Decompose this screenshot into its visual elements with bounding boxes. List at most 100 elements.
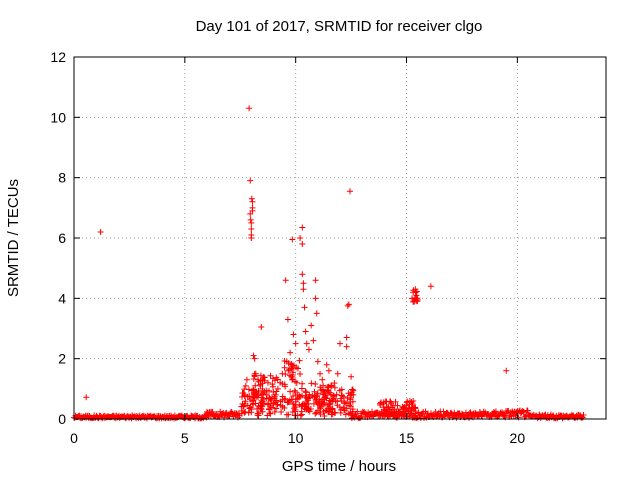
data-point bbox=[254, 376, 261, 383]
data-point bbox=[348, 373, 355, 380]
data-point bbox=[209, 408, 216, 415]
data-point bbox=[259, 398, 266, 405]
data-point bbox=[263, 391, 270, 398]
data-point bbox=[308, 380, 315, 387]
data-point bbox=[410, 289, 417, 296]
y-tick-label: 2 bbox=[58, 351, 66, 367]
data-point bbox=[252, 388, 259, 395]
data-point bbox=[403, 399, 410, 406]
data-point bbox=[238, 403, 245, 410]
data-point bbox=[427, 283, 434, 290]
data-point bbox=[311, 388, 318, 395]
data-point bbox=[347, 403, 354, 410]
data-point bbox=[308, 322, 315, 329]
y-tick-label: 12 bbox=[50, 49, 66, 65]
data-point bbox=[302, 328, 309, 335]
data-point bbox=[259, 385, 266, 392]
data-point bbox=[279, 370, 286, 377]
data-point bbox=[323, 395, 330, 402]
data-point bbox=[310, 337, 317, 344]
data-point bbox=[319, 376, 326, 383]
data-point bbox=[349, 412, 356, 419]
data-point bbox=[246, 105, 253, 112]
data-point bbox=[346, 188, 353, 195]
y-tick-label: 0 bbox=[58, 411, 66, 427]
data-point bbox=[261, 388, 268, 395]
data-point bbox=[283, 411, 290, 418]
data-point bbox=[346, 396, 353, 403]
data-point bbox=[394, 402, 401, 409]
data-point bbox=[284, 316, 291, 323]
data-point bbox=[347, 394, 354, 401]
data-point bbox=[453, 414, 460, 421]
x-tick-label: 0 bbox=[70, 430, 78, 446]
data-point bbox=[297, 370, 304, 377]
data-point bbox=[251, 373, 258, 380]
data-point bbox=[336, 387, 343, 394]
data-point bbox=[326, 401, 333, 408]
data-point bbox=[316, 401, 323, 408]
data-point bbox=[288, 373, 295, 380]
data-point bbox=[290, 369, 297, 376]
data-point bbox=[345, 301, 352, 308]
data-point bbox=[281, 396, 288, 403]
data-point bbox=[322, 394, 329, 401]
data-point bbox=[300, 280, 307, 287]
data-point bbox=[257, 382, 264, 389]
data-point bbox=[251, 355, 258, 362]
data-point bbox=[524, 407, 531, 414]
y-tick-label: 10 bbox=[50, 109, 66, 125]
data-point bbox=[261, 374, 268, 381]
data-point bbox=[334, 370, 341, 377]
data-point bbox=[305, 400, 312, 407]
data-point bbox=[274, 385, 281, 392]
data-point bbox=[320, 408, 327, 415]
data-point bbox=[247, 210, 254, 217]
data-point bbox=[290, 400, 297, 407]
data-point bbox=[408, 406, 415, 413]
data-point bbox=[409, 295, 416, 302]
data-point bbox=[411, 298, 418, 305]
data-point bbox=[271, 408, 278, 415]
data-point bbox=[414, 296, 421, 303]
data-point bbox=[252, 400, 259, 407]
data-point bbox=[247, 216, 254, 223]
data-point bbox=[312, 277, 319, 284]
data-point bbox=[580, 412, 587, 419]
data-point bbox=[290, 331, 297, 338]
data-point bbox=[255, 391, 262, 398]
data-point bbox=[381, 412, 388, 419]
data-point bbox=[331, 409, 338, 416]
data-point bbox=[281, 381, 288, 388]
data-point bbox=[271, 395, 278, 402]
data-point bbox=[323, 361, 330, 368]
data-point bbox=[408, 399, 415, 406]
data-point bbox=[296, 357, 303, 364]
data-point bbox=[279, 403, 286, 410]
data-point bbox=[345, 390, 352, 397]
data-point bbox=[303, 340, 310, 347]
data-point bbox=[242, 382, 249, 389]
data-point bbox=[249, 204, 256, 211]
data-point bbox=[350, 391, 357, 398]
data-point bbox=[239, 400, 246, 407]
data-point bbox=[270, 400, 277, 407]
data-point bbox=[289, 236, 296, 243]
data-point bbox=[281, 364, 288, 371]
data-point bbox=[343, 334, 350, 341]
data-point bbox=[385, 406, 392, 413]
data-point bbox=[388, 400, 395, 407]
data-point bbox=[305, 346, 312, 353]
data-point bbox=[413, 292, 420, 299]
data-point bbox=[503, 367, 510, 374]
data-point bbox=[83, 394, 90, 401]
data-point bbox=[290, 362, 297, 369]
data-point bbox=[342, 411, 349, 418]
data-point bbox=[331, 384, 338, 391]
data-point bbox=[245, 409, 252, 416]
data-point bbox=[258, 405, 265, 412]
data-point bbox=[321, 388, 328, 395]
data-point bbox=[274, 401, 281, 408]
data-point bbox=[303, 389, 310, 396]
data-point bbox=[241, 386, 248, 393]
